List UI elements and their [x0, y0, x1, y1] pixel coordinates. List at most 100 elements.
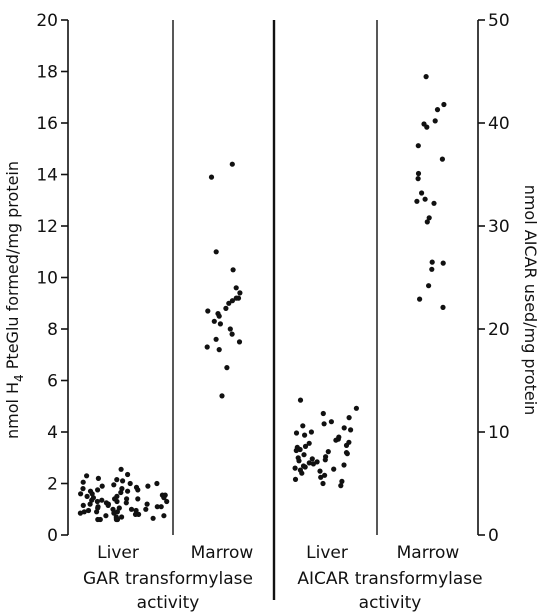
gar-marrow-point	[213, 336, 219, 342]
gar-liver-point	[89, 497, 95, 503]
left-tick-label: 18	[36, 63, 58, 83]
gar-liver-point	[95, 475, 101, 481]
gar-marrow-point	[229, 298, 235, 304]
gar-liver-point	[161, 495, 167, 501]
gar-liver-point	[95, 516, 101, 523]
gar-liver-point	[80, 502, 86, 508]
gar-liver-point	[128, 506, 135, 512]
gar-liver-point	[89, 491, 95, 497]
gar-liver-point	[144, 501, 150, 507]
gar-marrow-point	[237, 290, 243, 296]
aicar-liver-point	[302, 443, 309, 449]
gar-marrow-point	[229, 331, 235, 337]
group-title-aicar-line1: AICAR transformylase	[297, 569, 482, 589]
right-tick-label: 50	[488, 11, 510, 31]
aicar-liver-point	[297, 397, 304, 403]
left-tick-label: 14	[36, 166, 58, 186]
aicar-marrow-point	[439, 156, 445, 162]
aicar-liver-point	[328, 419, 334, 425]
aicar-liver-point	[322, 457, 328, 463]
gar-liver-point	[87, 501, 93, 507]
aicar-liver-point	[300, 423, 306, 429]
gar-marrow-point	[208, 174, 215, 180]
gar-liver-point	[135, 496, 141, 502]
aicar-liver-point	[338, 483, 344, 489]
gar-marrow-point	[204, 344, 210, 350]
gar-liver-point	[119, 486, 125, 492]
right-tick-label: 10	[488, 423, 510, 443]
gar-liver-point	[135, 487, 141, 493]
left-tick-label: 8	[47, 320, 58, 340]
aicar-liver-point	[346, 415, 352, 421]
gar-marrow-point	[213, 249, 219, 255]
gar-liver-point	[111, 482, 117, 488]
category-label-gar-marrow: Marrow	[191, 543, 254, 563]
group-title-gar-line1: GAR transformylase	[83, 569, 253, 589]
gar-marrow-point	[217, 321, 223, 327]
left-tick-label: 2	[47, 475, 58, 495]
gar-liver-point	[119, 514, 125, 520]
aicar-marrow-point	[422, 196, 428, 202]
gar-marrow-point	[233, 295, 239, 301]
gar-liver-point	[111, 510, 117, 516]
gar-marrow-point	[224, 365, 230, 371]
gar-liver-point	[124, 496, 130, 502]
aicar-marrow-point	[434, 107, 441, 113]
right-tick-label: 0	[488, 526, 499, 546]
gar-liver-point	[125, 471, 131, 478]
aicar-marrow-point	[440, 260, 446, 266]
gar-liver-point	[99, 483, 105, 489]
aicar-liver-point	[320, 410, 326, 417]
aicar-liver-point	[339, 478, 345, 484]
category-label-aicar-marrow: Marrow	[397, 543, 460, 563]
gar-liver-point	[143, 506, 149, 512]
aicar-liver-point	[353, 405, 359, 411]
gar-liver-point	[154, 480, 160, 487]
category-label-aicar-liver: Liver	[306, 543, 348, 563]
aicar-liver-point	[302, 464, 308, 470]
aicar-liver-point	[308, 429, 314, 435]
right-tick-label: 40	[488, 114, 510, 134]
aicar-liver-point	[320, 480, 326, 487]
left-tick-label: 0	[47, 526, 58, 546]
gar-liver-point	[132, 511, 139, 517]
gar-liver-point	[103, 513, 109, 519]
aicar-liver-point	[306, 460, 312, 466]
aicar-marrow-point	[424, 219, 430, 225]
aicar-liver-point	[292, 476, 299, 482]
aicar-liver-point	[325, 449, 331, 455]
aicar-marrow-point	[426, 283, 432, 289]
gar-liver-point	[164, 498, 170, 505]
right-tick-label: 30	[488, 217, 510, 237]
aicar-marrow-point	[426, 215, 432, 221]
aicar-marrow-point	[417, 296, 423, 302]
gar-marrow-point	[227, 326, 233, 332]
gar-liver-point	[118, 489, 124, 496]
aicar-liver-point	[348, 427, 354, 433]
gar-liver-point	[94, 509, 100, 515]
group-title-aicar-line2: activity	[359, 593, 422, 613]
aicar-marrow-point	[440, 304, 446, 310]
aicar-liver-point	[343, 442, 350, 448]
aicar-liver-point	[344, 451, 350, 457]
left-tick-label: 20	[36, 11, 58, 31]
gar-liver-point	[84, 473, 90, 479]
gar-liver-point	[105, 502, 111, 508]
aicar-liver-point	[331, 466, 337, 472]
aicar-liver-point	[310, 461, 316, 467]
gar-liver-point	[125, 488, 131, 494]
aicar-liver-point	[341, 425, 347, 431]
gar-liver-point	[161, 513, 167, 519]
left-tick-label: 6	[47, 372, 58, 392]
aicar-liver-point	[292, 465, 298, 471]
left-axis-title: nmol H4 PteGlu formed/mg protein	[3, 161, 26, 439]
aicar-marrow-point	[415, 170, 422, 177]
gar-liver-point	[84, 493, 90, 499]
aicar-marrow-point	[431, 200, 437, 206]
aicar-marrow-point	[415, 176, 421, 182]
gar-liver-point	[123, 500, 129, 506]
axes-layer: 0 2 4 6 8 10 12 14 16 18 20 0 10 20 30 40 50	[36, 11, 510, 600]
aicar-marrow-point	[419, 190, 425, 196]
aicar-marrow-point	[415, 143, 421, 149]
